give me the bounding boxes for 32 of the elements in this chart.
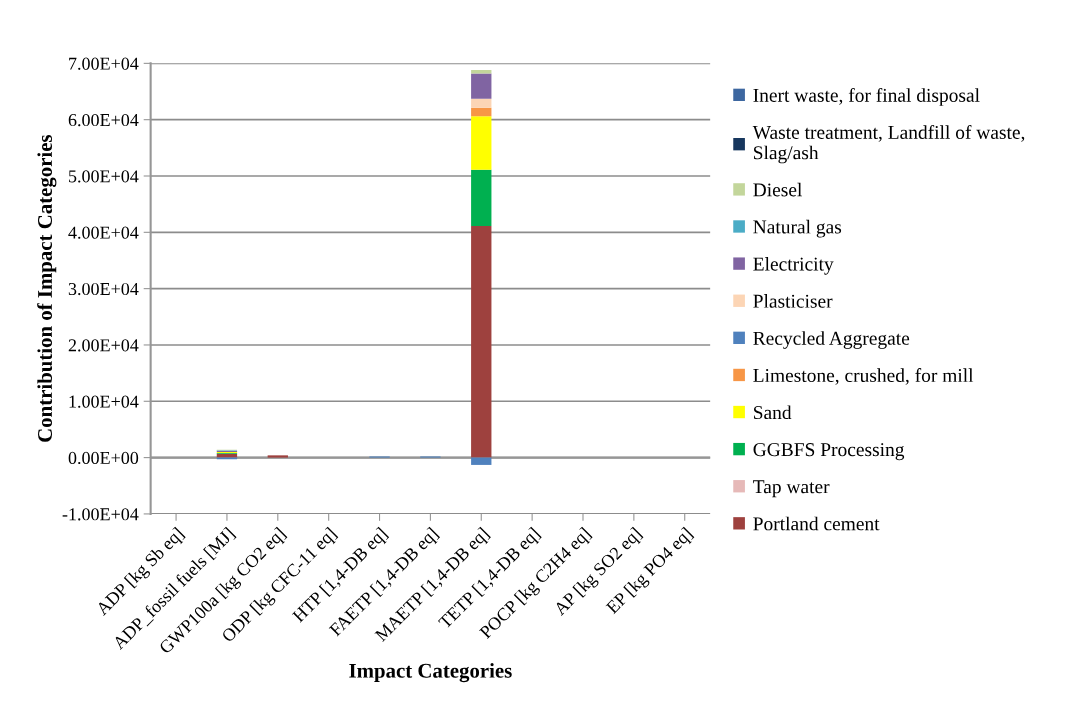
y-tick-label: -1.00E+04 xyxy=(62,508,139,521)
y-tick-label: 2.00E+04 xyxy=(68,339,139,352)
legend-label: GGBFS Processing xyxy=(753,443,905,461)
legend-label: Portland cement xyxy=(753,516,880,531)
y-tick-label: 6.00E+04 xyxy=(68,113,139,127)
y-tick-label: 3.00E+04 xyxy=(68,282,139,296)
legend-label: Natural gas xyxy=(753,219,842,238)
bar xyxy=(471,169,492,227)
bar xyxy=(471,107,492,117)
bar xyxy=(267,455,288,458)
bar xyxy=(471,73,492,99)
legend-label: Diesel xyxy=(753,182,802,197)
legend-label: Recycled Aggregate xyxy=(753,331,910,349)
legend-label: Limestone, crushed, for mill xyxy=(753,368,974,385)
legend-label: Inert waste, for final disposal xyxy=(753,88,980,106)
x-axis-title: Impact Categories xyxy=(349,663,512,683)
y-tick-label: 4.00E+04 xyxy=(68,226,139,239)
y-tick-label: 7.00E+04 xyxy=(69,57,139,70)
bar xyxy=(471,98,492,108)
bar xyxy=(471,457,492,465)
y-tick-label: 0.00E+00 xyxy=(68,451,139,465)
legend-label: Waste treatment, Landfill of waste, Slag/ash xyxy=(752,125,1025,164)
bar xyxy=(216,453,238,458)
legend-label: Sand xyxy=(754,405,792,420)
y-tick-label: 1.00E+04 xyxy=(69,395,139,408)
bar xyxy=(471,116,492,170)
bar xyxy=(471,226,492,458)
legend-label: Plasticiser xyxy=(753,294,833,308)
y-axis-title: Contribution of Impact Categories xyxy=(37,134,57,442)
legend-label: Tap water xyxy=(753,480,830,498)
y-tick-label: 5.00E+04 xyxy=(69,170,139,183)
legend-label: Electricity xyxy=(753,256,834,275)
